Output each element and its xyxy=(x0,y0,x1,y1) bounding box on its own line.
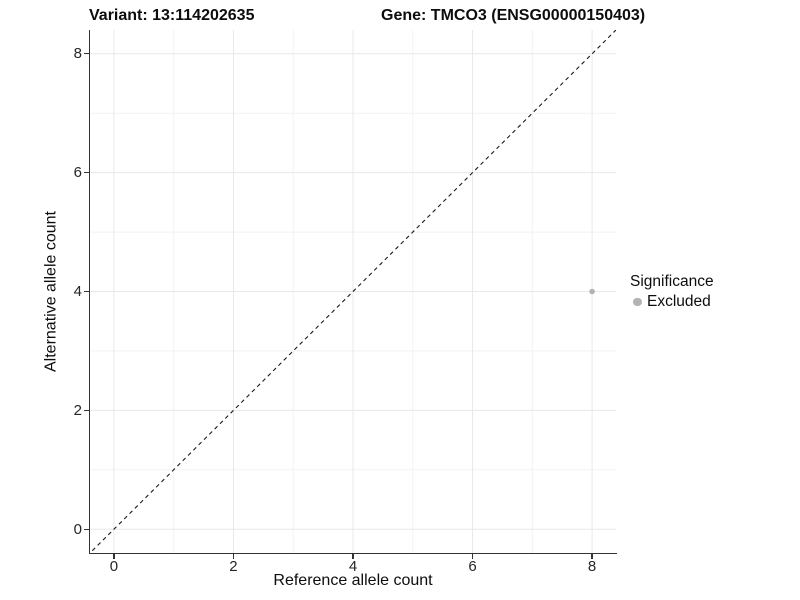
x-tick-mark xyxy=(352,554,354,559)
data-point xyxy=(589,288,595,295)
x-axis-title: Reference allele count xyxy=(273,572,433,589)
legend-title: Significance xyxy=(630,273,714,290)
legend-items: Excluded xyxy=(630,293,714,311)
legend-point-icon xyxy=(633,297,642,307)
variant-title: Variant: 13:114202635 xyxy=(89,7,255,24)
y-tick-label: 0 xyxy=(73,520,82,538)
legend-key xyxy=(630,295,645,310)
x-tick-label: 2 xyxy=(229,557,238,575)
y-tick-label: 2 xyxy=(73,401,82,419)
y-tick-label: 6 xyxy=(73,164,82,182)
legend: Significance Excluded xyxy=(630,273,714,311)
y-axis-line xyxy=(88,30,90,555)
y-tick-label: 8 xyxy=(73,45,82,63)
x-tick-mark xyxy=(471,554,474,559)
y-tick-mark xyxy=(84,409,89,412)
y-tick-mark xyxy=(84,528,89,530)
x-tick-label: 6 xyxy=(468,557,477,575)
identity-reference-line xyxy=(90,30,616,553)
gene-title: Gene: TMCO3 (ENSG00000150403) xyxy=(381,7,646,24)
x-tick-label: 8 xyxy=(587,557,597,575)
plot-canvas xyxy=(90,30,616,553)
y-tick-mark xyxy=(84,171,89,174)
x-tick-label: 0 xyxy=(109,557,119,575)
legend-item: Excluded xyxy=(630,293,714,311)
y-tick-mark xyxy=(84,290,89,293)
x-tick-mark xyxy=(113,554,115,559)
x-tick-mark xyxy=(232,554,235,559)
y-tick-label: 4 xyxy=(73,283,82,300)
y-tick-mark xyxy=(84,53,89,55)
plot-panel xyxy=(90,30,616,553)
legend-label: Excluded xyxy=(647,293,711,310)
x-tick-label: 4 xyxy=(348,557,358,575)
x-axis-line xyxy=(88,553,618,555)
x-tick-mark xyxy=(591,554,593,559)
